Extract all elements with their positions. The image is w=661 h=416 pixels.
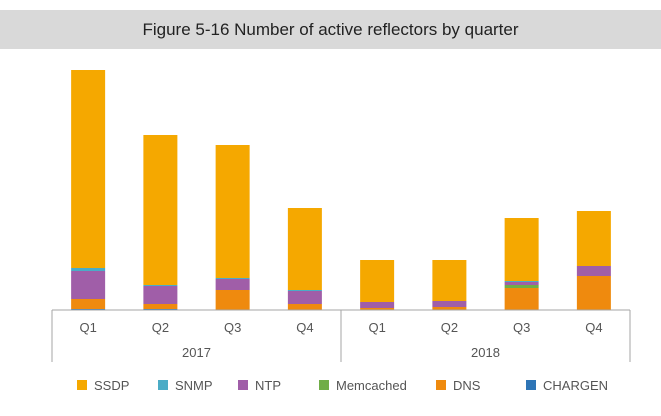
x-tick-label: Q3 — [224, 320, 241, 335]
bar-segment-dns — [71, 299, 106, 309]
bar-segment-ssdp — [71, 70, 106, 268]
bar-segment-ssdp — [432, 260, 467, 301]
bar-segment-snmp — [143, 285, 178, 286]
year-group-label: 2017 — [182, 345, 211, 360]
x-tick-label: Q4 — [296, 320, 313, 335]
bar-segment-ntp — [576, 266, 611, 276]
bar-segment-snmp — [71, 268, 106, 271]
chart-title-bar: Figure 5-16 Number of active reflectors … — [0, 10, 661, 49]
bar-segment-memcached — [504, 285, 539, 288]
legend-swatch-ssdp — [77, 380, 87, 390]
legend-label-ssdp: SSDP — [94, 378, 129, 393]
category-axis: Q1 Q2 Q3 Q4 Q1 Q2 Q3 Q4 2017 2018 — [51, 309, 631, 362]
bar-segment-ntp — [504, 282, 539, 285]
bar-segment-ssdp — [576, 211, 611, 266]
legend-swatch-memcached — [319, 380, 329, 390]
bar-segment-snmp — [504, 281, 539, 282]
x-tick-label: Q3 — [513, 320, 530, 335]
chart-title: Figure 5-16 Number of active reflectors … — [142, 20, 519, 39]
bar-segment-ssdp — [143, 135, 178, 285]
bar-segment-ntp — [287, 291, 322, 304]
bar-segment-ntp — [360, 302, 395, 308]
bar-segment-dns — [287, 304, 322, 310]
bar-segment-ssdp — [504, 218, 539, 281]
bar-segment-ssdp — [360, 260, 395, 302]
x-tick-label: Q2 — [441, 320, 458, 335]
bar-segment-dns — [215, 290, 250, 310]
legend-swatch-ntp — [238, 380, 248, 390]
bar-segment-dns — [143, 304, 178, 309]
bar-segment-ntp — [432, 301, 467, 307]
legend-label-dns: DNS — [453, 378, 481, 393]
year-group-label: 2018 — [471, 345, 500, 360]
bar-segment-ntp — [71, 271, 106, 299]
bar-segment-snmp — [287, 290, 322, 291]
legend-label-memcached: Memcached — [336, 378, 407, 393]
x-tick-label: Q4 — [585, 320, 602, 335]
bar-segment-ntp — [215, 279, 250, 290]
bar-segment-snmp — [215, 278, 250, 279]
x-tick-label: Q1 — [368, 320, 385, 335]
bar-segment-dns — [432, 307, 467, 310]
bar-segment-ssdp — [215, 145, 250, 278]
legend-label-chargen: CHARGEN — [543, 378, 608, 393]
x-tick-label: Q2 — [152, 320, 169, 335]
bars-layer — [71, 70, 611, 310]
bar-segment-dns — [360, 308, 395, 310]
legend-swatch-chargen — [526, 380, 536, 390]
legend-label-snmp: SNMP — [175, 378, 213, 393]
legend: SSDP SNMP NTP Memcached DNS CHARGEN — [77, 378, 608, 393]
legend-swatch-dns — [436, 380, 446, 390]
bar-segment-dns — [576, 276, 611, 310]
legend-swatch-snmp — [158, 380, 168, 390]
bar-segment-dns — [504, 288, 539, 310]
legend-label-ntp: NTP — [255, 378, 281, 393]
bar-segment-ntp — [143, 286, 178, 304]
x-tick-label: Q1 — [79, 320, 96, 335]
bar-segment-ssdp — [287, 208, 322, 290]
